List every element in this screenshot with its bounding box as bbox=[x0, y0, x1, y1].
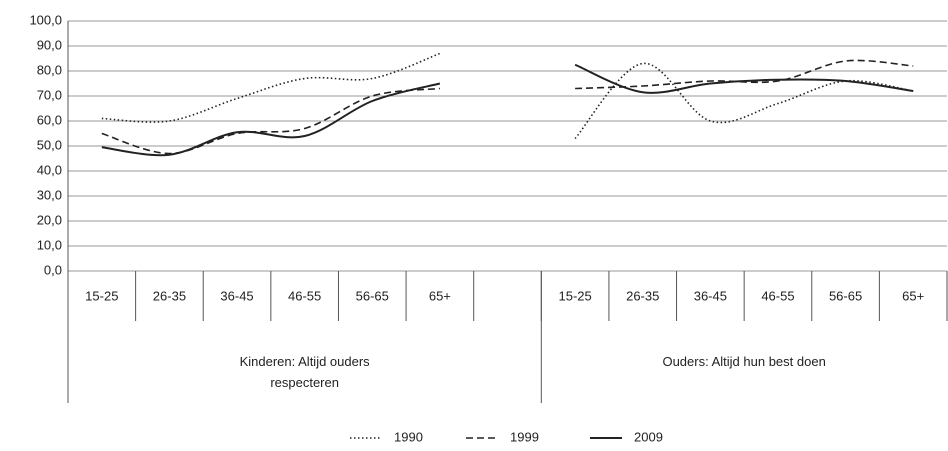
x-tick-label: 36-45 bbox=[694, 288, 727, 303]
y-tick-label: 50,0 bbox=[37, 137, 62, 152]
series-line bbox=[101, 82, 441, 157]
y-tick-label: 80,0 bbox=[37, 62, 62, 77]
series-line bbox=[574, 62, 914, 140]
x-tick-label: 26-35 bbox=[626, 288, 659, 303]
y-tick-label: 60,0 bbox=[37, 112, 62, 127]
legend-label: 2009 bbox=[634, 429, 663, 444]
series-line bbox=[101, 52, 441, 123]
y-tick-label: 30,0 bbox=[37, 187, 62, 202]
x-tick-label: 15-25 bbox=[85, 288, 118, 303]
y-tick-label: 0,0 bbox=[44, 262, 62, 277]
x-tick-label: 65+ bbox=[902, 288, 924, 303]
y-tick-label: 20,0 bbox=[37, 212, 62, 227]
y-tick-label: 40,0 bbox=[37, 162, 62, 177]
x-tick-label: 15-25 bbox=[558, 288, 591, 303]
group-label: Kinderen: Altijd ouders respecteren bbox=[239, 354, 370, 390]
legend-label: 1999 bbox=[510, 429, 539, 444]
legend-label: 1990 bbox=[394, 429, 423, 444]
x-tick-label: 26-35 bbox=[153, 288, 186, 303]
series-line bbox=[574, 63, 914, 94]
x-tick-label: 65+ bbox=[429, 288, 451, 303]
y-tick-label: 90,0 bbox=[37, 37, 62, 52]
x-tick-label: 46-55 bbox=[288, 288, 321, 303]
y-tick-label: 100,0 bbox=[29, 12, 62, 27]
x-tick-label: 56-65 bbox=[356, 288, 389, 303]
group-label-box: Kinderen: Altijd ouders respecteren bbox=[239, 354, 370, 390]
x-tick-label: 46-55 bbox=[761, 288, 794, 303]
x-tick-label: 36-45 bbox=[220, 288, 253, 303]
x-tick-label: 56-65 bbox=[829, 288, 862, 303]
y-tick-label: 10,0 bbox=[37, 237, 62, 252]
series-line bbox=[101, 87, 440, 155]
group-label: Ouders: Altijd hun best doen bbox=[662, 354, 826, 369]
group-label-box: Ouders: Altijd hun best doen bbox=[662, 354, 826, 369]
y-tick-label: 70,0 bbox=[37, 87, 62, 102]
series-line bbox=[575, 59, 914, 90]
